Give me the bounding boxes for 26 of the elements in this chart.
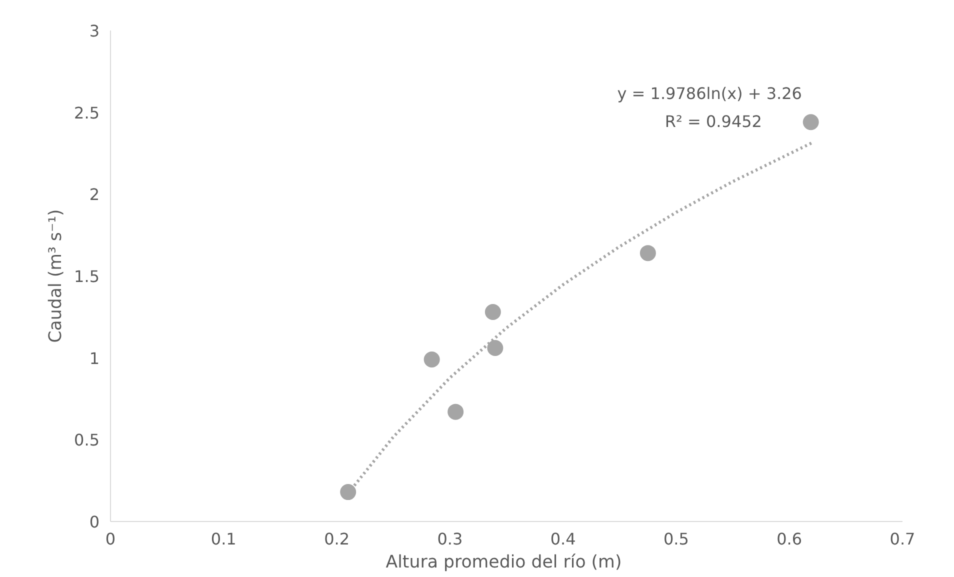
x-axis-title: Altura promedio del río (m)	[386, 552, 622, 572]
x-tick-label: 0	[105, 530, 116, 548]
point	[640, 245, 656, 262]
annotation: R² = 0.9452	[664, 112, 762, 131]
point	[484, 304, 501, 320]
y-axis-title: Caudal (m³ s⁻¹)	[46, 209, 66, 343]
x-tick-label: 0.3	[437, 530, 463, 548]
y-tick-label: 1	[89, 348, 100, 368]
x-tick-label: 0.6	[776, 530, 802, 548]
y-tick-label: 2.5	[74, 103, 100, 122]
point	[448, 404, 464, 420]
x-tick-label: 0.2	[324, 530, 350, 548]
point	[802, 114, 819, 130]
x-tick-label: 0.5	[663, 530, 689, 548]
x-tick-label: 0.1	[210, 530, 236, 548]
x-tick-label: 0.4	[550, 530, 576, 548]
point	[340, 484, 356, 500]
annotation: y = 1.9786ln(x) + 3.26	[617, 84, 802, 103]
y-tick-label: 1.5	[74, 267, 100, 286]
y-tick-label: 0.5	[74, 430, 100, 450]
y-tick-label: 3	[89, 22, 100, 40]
y-tick-label: 0	[89, 512, 100, 532]
x-tick-label: 0.7	[890, 530, 916, 548]
point	[424, 351, 440, 368]
point	[487, 340, 504, 356]
y-tick-label: 2	[89, 185, 100, 204]
